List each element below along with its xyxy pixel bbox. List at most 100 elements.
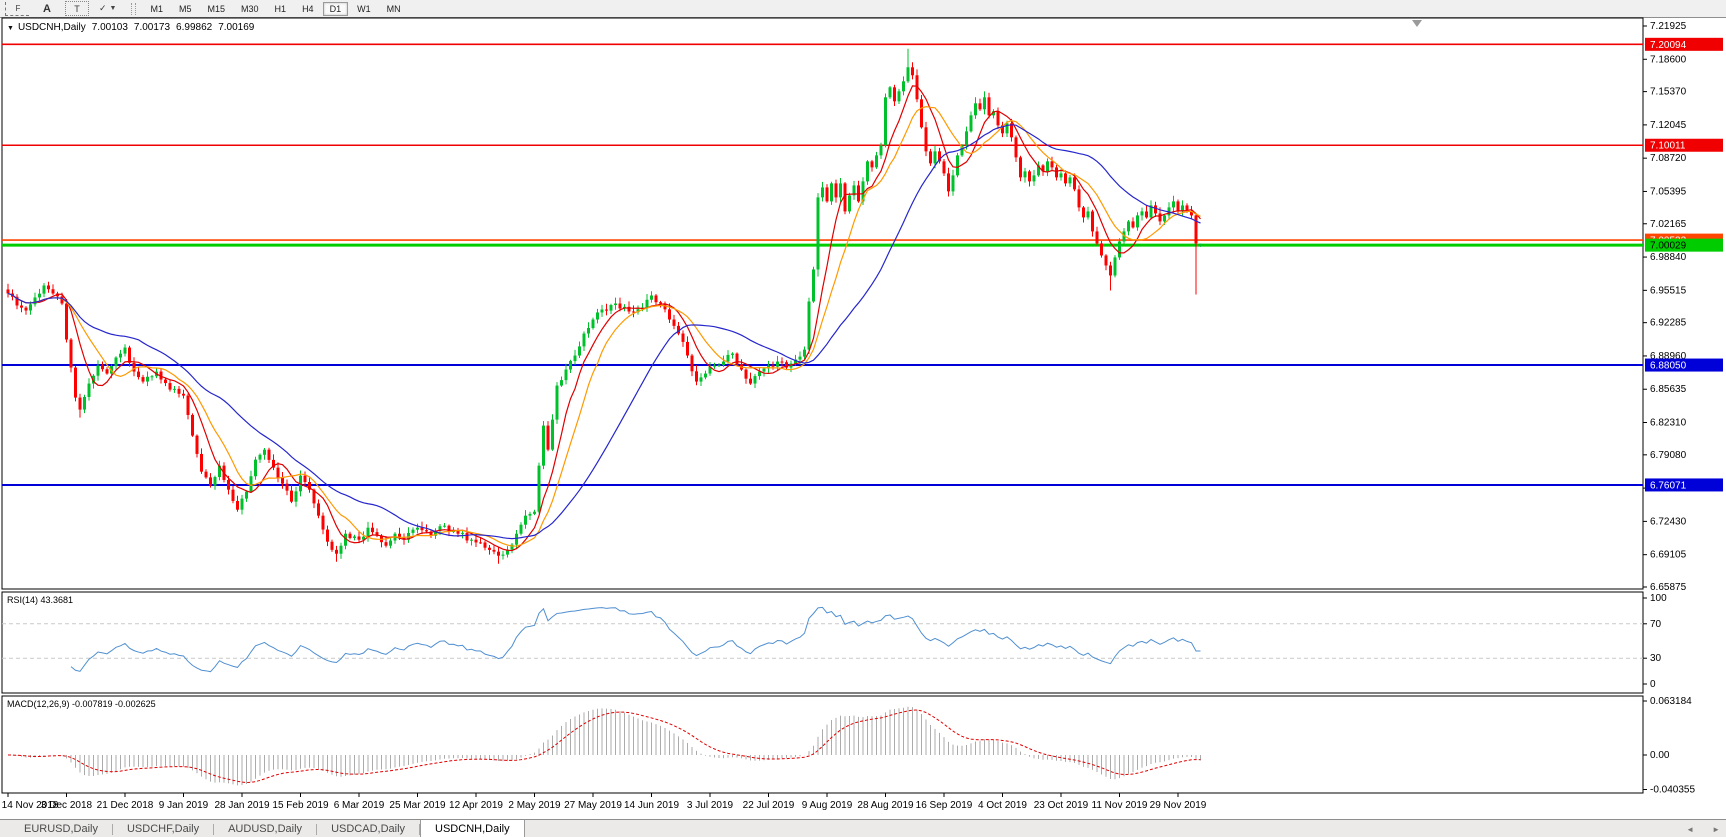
candle-body bbox=[839, 183, 842, 198]
candle-body bbox=[128, 347, 131, 363]
svg-text:4 Oct 2019: 4 Oct 2019 bbox=[978, 800, 1027, 811]
level-price-label-7.20094[interactable]: 7.20094 bbox=[1645, 37, 1723, 51]
candles-layer bbox=[6, 48, 1202, 564]
candle-body bbox=[951, 175, 955, 192]
svg-text:29 Nov 2019: 29 Nov 2019 bbox=[1150, 800, 1207, 811]
candle-body bbox=[600, 309, 604, 313]
svg-text:25 Mar 2019: 25 Mar 2019 bbox=[389, 800, 446, 811]
candle-body bbox=[1050, 161, 1054, 168]
tab-usdchf[interactable]: USDCHF,Daily bbox=[126, 823, 200, 835]
candle-body bbox=[672, 319, 676, 326]
svg-text:7.08720: 7.08720 bbox=[1650, 153, 1687, 164]
svg-text:0.00: 0.00 bbox=[1650, 750, 1670, 761]
text-label-tool-icon[interactable]: T bbox=[65, 1, 89, 16]
toolbar-grip[interactable] bbox=[131, 2, 137, 15]
rsi-guide-lines bbox=[2, 623, 1643, 659]
macd-signal-line bbox=[7, 709, 1201, 783]
text-tool-icon[interactable]: A bbox=[39, 2, 55, 15]
candle-body bbox=[254, 459, 257, 477]
candle-body bbox=[114, 357, 118, 367]
tab-separator bbox=[213, 823, 215, 835]
candle-body bbox=[924, 127, 928, 152]
candle-body bbox=[861, 181, 865, 202]
tab-audusd[interactable]: AUDUSD,Daily bbox=[228, 823, 303, 835]
chart-shift-marker[interactable] bbox=[1412, 20, 1422, 27]
level-lines[interactable] bbox=[2, 43, 1643, 486]
candle-body bbox=[1073, 177, 1076, 190]
candle-body bbox=[474, 539, 478, 543]
candle-body bbox=[443, 525, 446, 527]
candle-body bbox=[906, 67, 910, 82]
fibonacci-tool-icon[interactable]: F bbox=[5, 1, 29, 16]
ohlc-open: 7.00103 bbox=[91, 22, 128, 33]
candle-body bbox=[1014, 137, 1018, 158]
candle-body bbox=[281, 477, 284, 484]
candle-body bbox=[1068, 177, 1072, 184]
tab-scroll-left-button[interactable]: ◄ bbox=[1686, 824, 1695, 834]
candle-body bbox=[60, 296, 64, 304]
candle-body bbox=[650, 295, 653, 300]
candle-body bbox=[929, 151, 932, 164]
candle-body bbox=[1064, 173, 1067, 184]
candle-body bbox=[1032, 175, 1036, 182]
svg-text:6.88960: 6.88960 bbox=[1650, 351, 1687, 362]
symbol-expand-icon[interactable]: ▼ bbox=[7, 25, 14, 32]
candle-body bbox=[992, 111, 995, 116]
candle-body bbox=[362, 536, 365, 540]
tf-h4-button[interactable]: H4 bbox=[302, 3, 314, 14]
level-price-labels[interactable]: 7.005337.200947.100117.000296.880506.760… bbox=[1645, 37, 1723, 492]
candle-body bbox=[663, 303, 667, 310]
tab-usdcnh-active[interactable]: USDCNH,Daily bbox=[420, 820, 525, 837]
tab-scrollers: ◄ ► bbox=[1686, 820, 1726, 837]
price-axis: 7.21925 7.18600 7.15370 7.12045 7.08720 7.053… bbox=[1643, 21, 1687, 593]
candle-body bbox=[258, 454, 262, 460]
tf-h1-button[interactable]: H1 bbox=[274, 3, 287, 14]
chevron-down-icon[interactable]: ▼ bbox=[109, 5, 117, 12]
candle-body bbox=[744, 369, 748, 379]
arrows-glyph: ✓ bbox=[99, 3, 107, 13]
arrows-tool-icon[interactable]: ✓ ▼ bbox=[99, 2, 116, 15]
candle-body bbox=[695, 371, 698, 382]
candle-body bbox=[767, 365, 770, 369]
candle-body bbox=[825, 187, 829, 202]
level-price-label-6.76071[interactable]: 6.76071 bbox=[1645, 478, 1723, 492]
level-price-label-6.88050[interactable]: 6.88050 bbox=[1645, 358, 1723, 372]
level-price-label-7.10011[interactable]: 7.10011 bbox=[1645, 138, 1723, 152]
candle-body bbox=[762, 368, 766, 372]
svg-text:0.063184: 0.063184 bbox=[1650, 696, 1692, 707]
tf-d1-button[interactable]: D1 bbox=[322, 1, 349, 16]
candle-body bbox=[204, 471, 208, 478]
candle-body bbox=[326, 529, 329, 542]
candle-body bbox=[83, 397, 86, 410]
tf-mn-button[interactable]: MN bbox=[386, 3, 401, 14]
candle-body bbox=[1082, 207, 1085, 218]
tab-separator bbox=[419, 823, 421, 835]
tf-m5-button[interactable]: M5 bbox=[179, 3, 192, 14]
candle-body bbox=[546, 425, 550, 450]
tab-usdcad[interactable]: USDCAD,Daily bbox=[331, 823, 406, 835]
ma-slow-line bbox=[7, 124, 1201, 540]
candle-body bbox=[609, 305, 613, 311]
candle-body bbox=[78, 397, 82, 410]
candle-body bbox=[528, 513, 532, 516]
tab-scroll-right-button[interactable]: ► bbox=[1712, 824, 1720, 834]
tf-m1-button[interactable]: M1 bbox=[150, 3, 163, 14]
candle-body bbox=[290, 490, 293, 502]
tf-m30-button[interactable]: M30 bbox=[241, 3, 259, 14]
candle-body bbox=[794, 359, 797, 364]
candle-body bbox=[375, 532, 379, 536]
tab-eurusd[interactable]: EURUSD,Daily bbox=[24, 823, 98, 835]
candle-body bbox=[416, 527, 419, 530]
candle-body bbox=[524, 515, 527, 525]
candle-body bbox=[677, 325, 680, 334]
level-price-label-7.00029[interactable]: 7.00029 bbox=[1645, 238, 1723, 252]
tf-m15-button[interactable]: M15 bbox=[207, 3, 226, 14]
tf-w1-button[interactable]: W1 bbox=[357, 3, 371, 14]
candle-body bbox=[434, 530, 437, 536]
svg-text:-0.040355: -0.040355 bbox=[1650, 785, 1695, 796]
text-label-glyph: T bbox=[74, 3, 80, 14]
candle-body bbox=[749, 378, 752, 384]
candle-body bbox=[164, 379, 167, 384]
candle-body bbox=[285, 483, 289, 491]
